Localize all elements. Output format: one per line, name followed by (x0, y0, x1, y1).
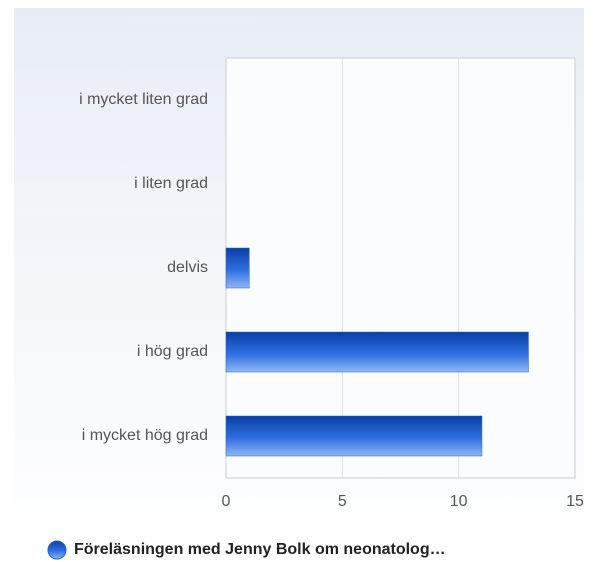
x-tick-label: 15 (566, 493, 584, 510)
bar (225, 415, 483, 457)
legend-marker (47, 540, 67, 560)
plot-area (225, 57, 576, 479)
bar (225, 331, 529, 373)
y-tick-label: i mycket hög grad (82, 427, 208, 444)
x-tick-label: 10 (450, 493, 468, 510)
y-tick-label: i hög grad (137, 343, 208, 360)
legend-text: Föreläsningen med Jenny Bolk om neonatol… (74, 541, 446, 558)
y-tick-label: i liten grad (134, 175, 208, 192)
x-tick-label: 5 (338, 493, 347, 510)
bar (225, 247, 250, 289)
y-tick-label: i mycket liten grad (79, 91, 208, 108)
x-tick-label: 0 (222, 493, 231, 510)
y-tick-label: delvis (167, 259, 208, 276)
